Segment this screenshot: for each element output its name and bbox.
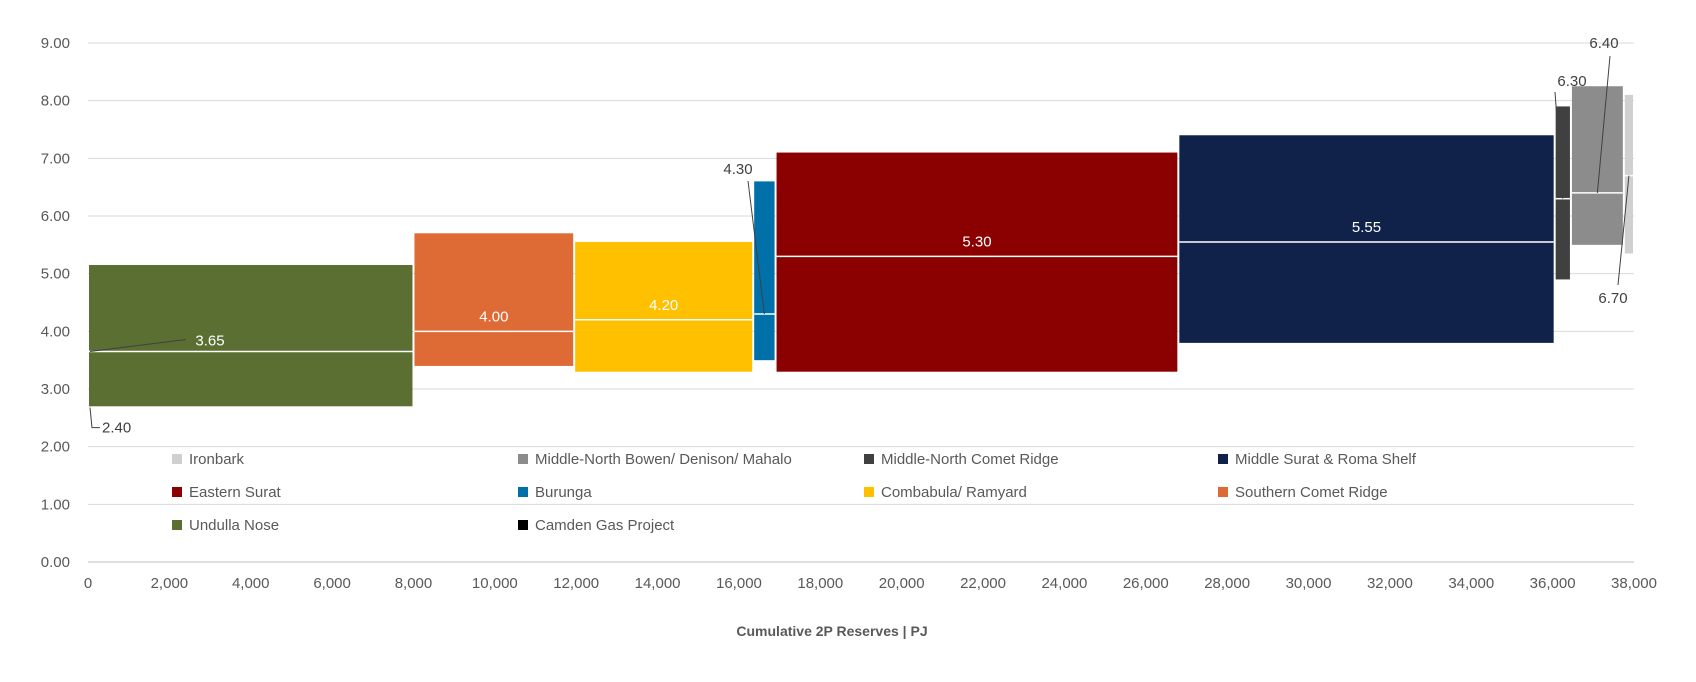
legend-swatch — [864, 487, 874, 497]
x-tick-label: 10,000 — [472, 575, 518, 592]
legend-label: Ironbark — [189, 451, 245, 468]
y-tick-label: 1.00 — [41, 496, 70, 513]
legend-swatch — [172, 487, 182, 497]
legend-swatch — [172, 454, 182, 464]
x-tick-label: 34,000 — [1448, 575, 1494, 592]
bar-middle-surat-roma-shelf — [1179, 135, 1554, 343]
y-tick-label: 3.00 — [41, 381, 70, 398]
bar-value-label: 5.30 — [962, 233, 991, 250]
x-tick-label: 14,000 — [635, 575, 681, 592]
legend-swatch — [864, 454, 874, 464]
legend-label: Camden Gas Project — [535, 517, 675, 534]
bar-undulla-nose — [89, 265, 413, 407]
legend-swatch — [1218, 454, 1228, 464]
y-tick-label: 8.00 — [41, 93, 70, 110]
y-tick-label: 0.00 — [41, 554, 70, 571]
legend-label: Middle-North Comet Ridge — [881, 451, 1059, 468]
leader-line — [89, 339, 187, 353]
y-tick-label: 6.00 — [41, 208, 70, 225]
legend: Ironbark Middle-North Bowen/ Denison/ Mah… — [172, 451, 1417, 534]
legend-label: Eastern Surat — [189, 484, 282, 501]
bars — [89, 86, 1633, 407]
annotation-leader — [89, 407, 100, 429]
legend-swatch — [518, 454, 528, 464]
callout-label: 6.70 — [1598, 290, 1627, 307]
legend-label: Undulla Nose — [189, 517, 279, 534]
x-tick-label: 2,000 — [151, 575, 189, 592]
leader-line — [1617, 175, 1630, 286]
y-tick-label: 4.00 — [41, 323, 70, 340]
bar-combabula-ramyard — [575, 241, 753, 372]
bar-labels: 3.65 4.00 4.20 4.30 5.30 5.55 6.30 6.40 6.70 2.40 — [89, 35, 1630, 437]
legend-label: Burunga — [535, 484, 592, 501]
y-tick-label: 5.00 — [41, 266, 70, 283]
x-tick-label: 38,000 — [1611, 575, 1657, 592]
x-axis-ticks: 0 2,000 4,000 6,000 8,000 10,000 12,000 14,000 1… — [84, 575, 1657, 592]
callout-label: 6.30 — [1557, 73, 1586, 90]
leader-line — [1554, 91, 1564, 199]
bar-burunga — [754, 181, 775, 361]
legend-label: Combabula/ Ramyard — [881, 484, 1027, 501]
bar-value-label: 3.65 — [195, 333, 224, 350]
x-axis-title: Cumulative 2P Reserves | PJ — [736, 623, 927, 639]
x-tick-label: 12,000 — [553, 575, 599, 592]
annotation-label: 2.40 — [102, 420, 131, 437]
legend-label: Middle Surat & Roma Shelf — [1235, 451, 1417, 468]
y-tick-label: 2.00 — [41, 439, 70, 456]
legend-label: Middle-North Bowen/ Denison/ Mahalo — [535, 451, 792, 468]
leader-line — [747, 180, 765, 315]
legend-swatch — [172, 520, 182, 530]
x-tick-label: 16,000 — [716, 575, 762, 592]
legend-label: Southern Comet Ridge — [1235, 484, 1388, 501]
bar-ironbark — [1624, 94, 1633, 254]
x-tick-label: 4,000 — [232, 575, 270, 592]
x-tick-label: 0 — [84, 575, 92, 592]
x-tick-label: 36,000 — [1530, 575, 1576, 592]
x-tick-label: 28,000 — [1204, 575, 1250, 592]
legend-swatch — [1218, 487, 1228, 497]
callout-label: 6.40 — [1589, 35, 1618, 52]
y-axis-ticks: 0.00 1.00 2.00 3.00 4.00 5.00 6.00 7.00 8.00 9.00 — [41, 35, 70, 571]
legend-swatch — [518, 520, 528, 530]
bar-value-label: 5.55 — [1352, 219, 1381, 236]
bar-southern-comet-ridge — [414, 233, 574, 366]
x-tick-label: 20,000 — [879, 575, 925, 592]
bar-value-label: 4.00 — [479, 308, 508, 325]
x-tick-label: 18,000 — [797, 575, 843, 592]
x-tick-label: 30,000 — [1286, 575, 1332, 592]
bar-eastern-surat — [776, 152, 1178, 372]
x-tick-label: 32,000 — [1367, 575, 1413, 592]
x-tick-label: 6,000 — [313, 575, 351, 592]
x-tick-label: 24,000 — [1041, 575, 1087, 592]
x-tick-label: 22,000 — [960, 575, 1006, 592]
callout-label: 4.30 — [723, 161, 752, 178]
bar-middle-north-bowen-denison-mahalo — [1571, 86, 1623, 245]
y-tick-label: 9.00 — [41, 35, 70, 52]
legend-swatch — [518, 487, 528, 497]
bar-value-label: 4.20 — [649, 297, 678, 314]
x-tick-label: 26,000 — [1123, 575, 1169, 592]
y-tick-label: 7.00 — [41, 150, 70, 167]
x-tick-label: 8,000 — [395, 575, 433, 592]
leader-line — [1596, 55, 1611, 193]
